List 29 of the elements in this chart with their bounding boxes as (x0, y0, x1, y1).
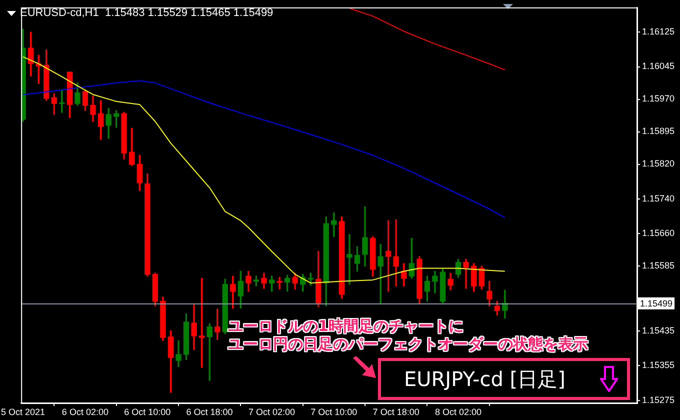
annotation: ユーロ円の日足のパーフェクトオーダーの状態を表示 (228, 335, 588, 353)
y-tick-label: 1.15355 (642, 360, 675, 370)
y-tick-label: 1.15740 (642, 193, 675, 204)
y-tick-label: 1.15820 (642, 158, 675, 169)
x-tick-label: 6 Oct 10:00 (124, 406, 171, 417)
x-tick-label: 7 Oct 18:00 (372, 406, 420, 417)
y-tick-label: 1.15585 (642, 260, 675, 271)
x-tick-label: 6 Oct 18:00 (186, 406, 233, 417)
candlestick (206, 323, 212, 381)
y-tick-label: 1.16125 (642, 26, 675, 37)
y-tick-label: 1.15275 (642, 394, 675, 405)
x-tick-label: 5 Oct 2021 (1, 406, 46, 417)
x-tick-label: 6 Oct 02:00 (62, 406, 108, 417)
candlestick (346, 234, 352, 285)
candlestick (463, 258, 469, 289)
y-tick-label: 1.15435 (642, 326, 675, 336)
annotation: ユーロドルの1時間足のチャートに (228, 317, 464, 335)
candlestick (393, 219, 399, 286)
x-tick-label: 7 Oct 10:00 (310, 406, 358, 417)
candlestick (276, 277, 282, 290)
y-tick-label: 1.15895 (642, 126, 675, 136)
x-tick-label: 7 Oct 02:00 (248, 406, 295, 417)
candlestick (378, 244, 384, 304)
annotation: EURJPY-cd [日足] (404, 366, 566, 393)
x-tick-label: 8 Oct 02:00 (434, 406, 482, 417)
y-tick-label: 1.16045 (642, 61, 675, 72)
y-tick-label: 1.15970 (642, 94, 675, 104)
ref-line-label: 1.15499 (640, 298, 673, 308)
y-tick-label: 1.15660 (642, 228, 675, 238)
